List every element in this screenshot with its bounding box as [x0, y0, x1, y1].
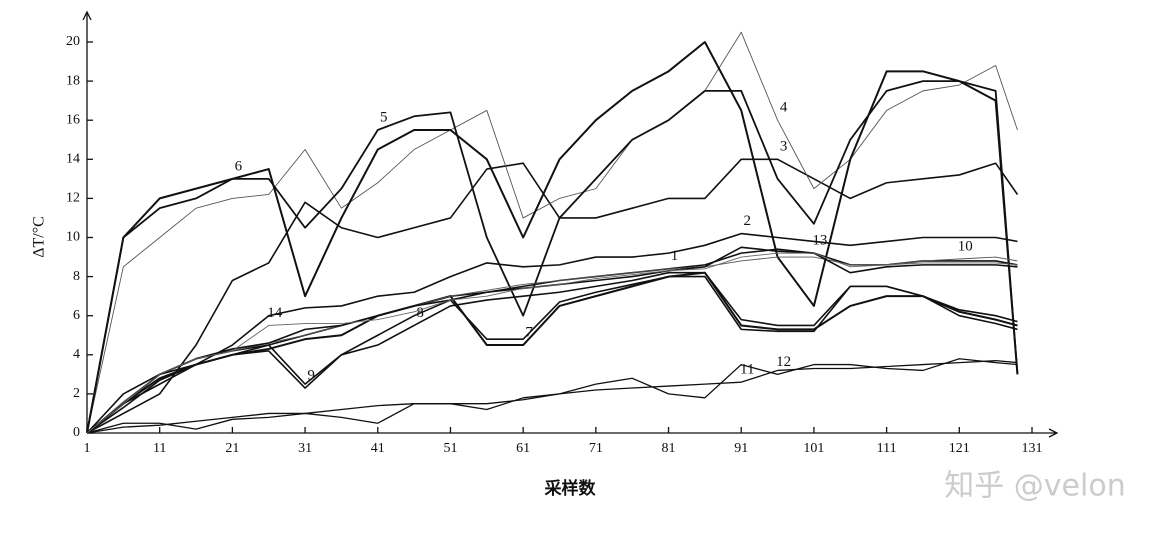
series-label: 6 — [235, 158, 243, 174]
series-line — [86, 358, 1018, 434]
series-line — [86, 271, 1018, 434]
y-tick-label: 8 — [73, 269, 80, 284]
x-axis — [87, 428, 1059, 438]
series-line — [86, 41, 1019, 434]
series-label: 11 — [740, 362, 754, 378]
series-line — [86, 248, 1018, 434]
series-line — [86, 256, 1018, 434]
series-label: 10 — [958, 238, 973, 254]
series-label: 13 — [812, 233, 827, 249]
y-tick-label: 10 — [66, 230, 80, 245]
x-tick-label: 111 — [877, 441, 897, 456]
y-tick-label: 2 — [73, 386, 80, 401]
y-tick-label: 0 — [73, 425, 80, 440]
y-tick-label: 6 — [73, 308, 80, 323]
series-line — [86, 275, 1018, 434]
x-tick-label: 11 — [153, 441, 166, 456]
series-label: 5 — [380, 109, 388, 125]
y-axis-label: ΔT/°C — [31, 216, 48, 258]
y-tick-label: 4 — [73, 347, 80, 362]
x-tick-label: 41 — [371, 441, 385, 456]
series-line — [86, 31, 1018, 434]
x-tick-label: 71 — [589, 441, 603, 456]
x-tick-label: 1 — [84, 441, 91, 456]
x-tick-label: 51 — [443, 441, 457, 456]
series-label: 1 — [671, 248, 679, 264]
x-tick-label: 91 — [734, 441, 748, 456]
x-tick-label: 81 — [662, 441, 676, 456]
y-tick-label: 14 — [66, 152, 80, 167]
series-line — [86, 246, 1018, 434]
series-label: 3 — [780, 139, 788, 155]
series-label: 9 — [307, 367, 315, 383]
watermark: 知乎 @velon — [944, 469, 1125, 504]
x-tick-label: 101 — [803, 441, 824, 456]
x-tick-label: 31 — [298, 441, 312, 456]
series-line — [86, 252, 1018, 434]
x-tick-label: 61 — [516, 441, 530, 456]
series-label: 12 — [776, 354, 791, 370]
series-line — [86, 80, 1019, 434]
y-tick-label: 20 — [66, 34, 80, 49]
series-label: 2 — [743, 213, 751, 229]
series-label: 14 — [267, 305, 283, 321]
y-tick-label: 12 — [66, 191, 80, 206]
y-axis — [82, 10, 92, 433]
y-tick-label: 18 — [66, 73, 80, 88]
y-tick-label: 16 — [66, 112, 80, 127]
x-axis-label: 采样数 — [544, 478, 597, 498]
series-label: 4 — [780, 100, 788, 116]
x-tick-label: 121 — [949, 441, 970, 456]
x-tick-label: 131 — [1022, 441, 1043, 456]
series-line — [86, 232, 1018, 434]
x-tick-label: 21 — [225, 441, 239, 456]
series-line — [86, 360, 1018, 434]
